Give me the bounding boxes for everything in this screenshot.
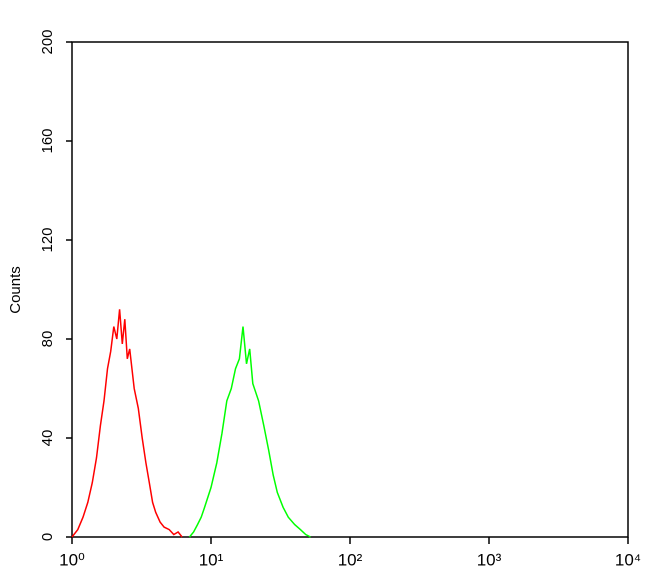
y-tick-label: 0 (39, 533, 56, 541)
histogram-line (71, 309, 183, 538)
x-tick-label: 10² (338, 550, 363, 569)
y-axis-label: Counts (7, 266, 24, 314)
y-tick-label: 200 (39, 29, 56, 54)
histogram-line (188, 326, 311, 538)
x-tick-label: 10⁰ (59, 550, 85, 569)
y-tick-label: 120 (39, 227, 56, 252)
y-tick-label: 160 (39, 128, 56, 153)
x-tick-label: 10⁴ (615, 550, 641, 569)
plot-frame (71, 41, 629, 538)
x-tick-label: 10¹ (199, 550, 224, 569)
x-tick-label: 10³ (477, 550, 502, 569)
y-tick-label: 80 (39, 331, 56, 348)
y-tick-label: 40 (39, 430, 56, 447)
